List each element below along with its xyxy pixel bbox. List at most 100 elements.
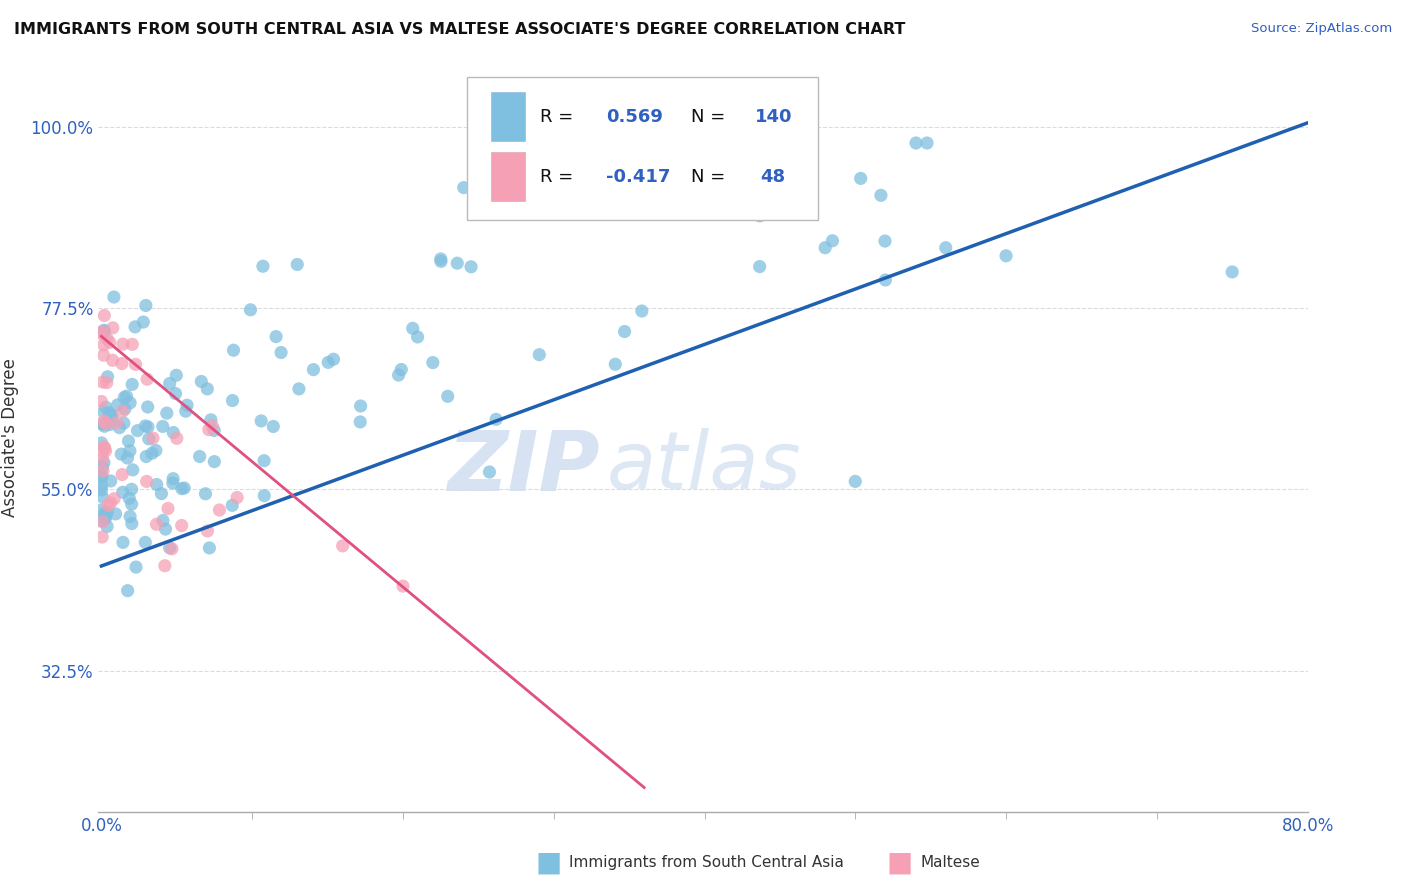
Text: N =: N =	[690, 168, 731, 186]
Point	[145, 443, 167, 458]
Point	[156, 501, 179, 516]
Point	[97, 499, 120, 513]
Point	[103, 290, 125, 304]
Point	[93, 405, 115, 419]
Point	[160, 541, 183, 556]
Point	[136, 420, 159, 434]
Point	[529, 348, 551, 362]
Point	[737, 184, 759, 198]
Point	[132, 315, 155, 329]
Point	[141, 446, 163, 460]
Bar	[492, 93, 526, 141]
Point	[100, 408, 122, 422]
Point	[108, 420, 131, 434]
Point	[90, 326, 112, 341]
Point	[153, 558, 176, 573]
Point	[111, 404, 134, 418]
Text: 140: 140	[755, 108, 793, 126]
Point	[100, 474, 122, 488]
Point	[93, 456, 115, 470]
Point	[748, 260, 770, 274]
Point	[105, 416, 128, 430]
Point	[93, 325, 115, 339]
Point	[142, 431, 165, 445]
Point	[200, 413, 222, 427]
Point	[103, 491, 125, 506]
Point	[101, 321, 124, 335]
Bar	[492, 153, 526, 201]
Point	[93, 414, 115, 428]
Point	[478, 465, 501, 479]
Point	[96, 505, 118, 519]
Point	[174, 404, 197, 418]
Point	[202, 424, 225, 438]
Point	[453, 180, 475, 194]
Point	[94, 509, 117, 524]
Point	[100, 496, 122, 510]
Point	[91, 530, 114, 544]
Point	[270, 345, 292, 359]
Point	[91, 451, 114, 466]
Point	[111, 485, 134, 500]
Point	[322, 352, 344, 367]
Point	[915, 136, 938, 150]
Point	[91, 444, 114, 458]
Point	[631, 304, 654, 318]
Point	[389, 362, 412, 376]
Point	[111, 337, 134, 351]
Point	[176, 398, 198, 412]
Point	[392, 579, 415, 593]
Point	[226, 491, 249, 505]
Point	[165, 386, 187, 401]
Point	[188, 450, 211, 464]
Point	[221, 393, 243, 408]
Point	[170, 518, 193, 533]
Point	[253, 489, 276, 503]
Point	[94, 511, 117, 525]
Point	[91, 375, 114, 389]
Point	[136, 400, 159, 414]
Point	[170, 482, 193, 496]
Text: 48: 48	[759, 168, 785, 186]
Point	[202, 455, 225, 469]
Point	[873, 234, 896, 248]
Point	[121, 516, 143, 531]
Point	[162, 476, 184, 491]
Point	[94, 444, 117, 458]
Point	[101, 409, 124, 423]
Point	[316, 355, 339, 369]
Point	[995, 249, 1018, 263]
Point	[821, 234, 844, 248]
Point	[239, 302, 262, 317]
Point	[90, 483, 112, 497]
Point	[332, 539, 354, 553]
Point	[814, 241, 837, 255]
Point	[429, 252, 451, 266]
Point	[96, 519, 118, 533]
Point	[121, 483, 143, 497]
Text: Source: ZipAtlas.com: Source: ZipAtlas.com	[1251, 22, 1392, 36]
Point	[117, 434, 139, 448]
Point	[107, 398, 129, 412]
Point	[485, 412, 508, 426]
Point	[118, 443, 141, 458]
Text: R =: R =	[540, 168, 579, 186]
Point	[221, 499, 243, 513]
Text: ■: ■	[887, 848, 912, 877]
Point	[93, 440, 115, 454]
Point	[138, 432, 160, 446]
Point	[124, 357, 146, 371]
Point	[121, 377, 143, 392]
Point	[97, 369, 120, 384]
Point	[101, 353, 124, 368]
Point	[159, 541, 181, 555]
Point	[145, 517, 167, 532]
Point	[93, 348, 115, 362]
Point	[101, 414, 124, 428]
Point	[194, 487, 217, 501]
Point	[156, 406, 179, 420]
Point	[446, 256, 468, 270]
Point	[134, 418, 156, 433]
Point	[460, 260, 482, 274]
Point	[844, 475, 866, 489]
